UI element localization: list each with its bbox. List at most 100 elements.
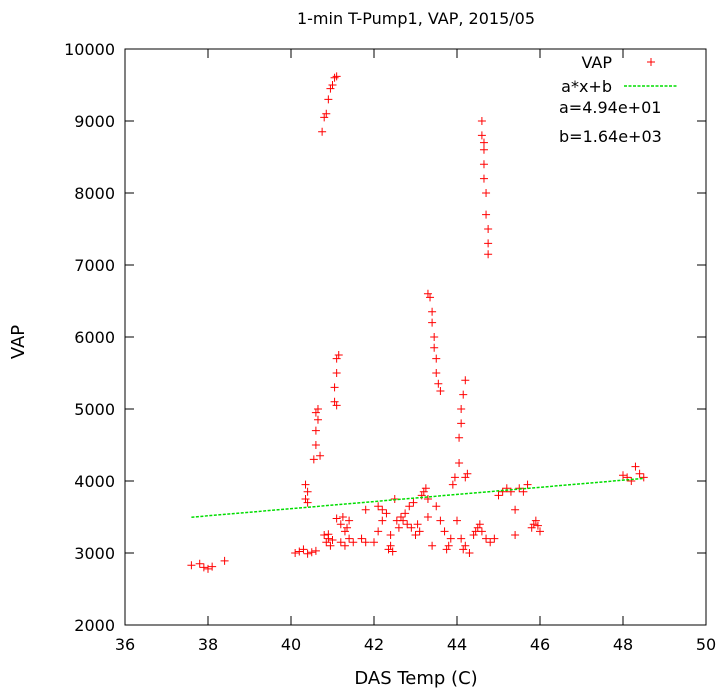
fit-line-path: [191, 477, 644, 518]
data-point: [639, 473, 648, 482]
data-point: [311, 426, 320, 435]
data-point: [311, 408, 320, 417]
data-point: [343, 523, 352, 532]
data-point: [301, 480, 310, 489]
y-tick-label: 9000: [74, 112, 115, 131]
data-point: [631, 462, 640, 471]
data-point: [459, 390, 468, 399]
legend-label-fit: a*x+b: [561, 77, 612, 96]
data-point: [430, 333, 439, 341]
data-point: [419, 487, 428, 496]
data-point: [450, 473, 459, 482]
y-axis-label: VAP: [8, 325, 29, 359]
data-point: [322, 109, 331, 118]
data-point: [627, 477, 636, 485]
data-point: [311, 546, 320, 555]
data-point: [428, 541, 437, 550]
data-point: [461, 473, 470, 482]
data-point: [482, 189, 491, 197]
data-point: [511, 531, 520, 539]
y-tick-label: 6000: [74, 328, 115, 347]
data-point: [345, 534, 354, 543]
annotation-b: b=1.64e+03: [559, 127, 662, 146]
x-tick-label: 36: [115, 635, 135, 654]
data-point: [484, 225, 493, 233]
data-point: [407, 523, 416, 532]
data-point: [378, 516, 387, 525]
data-point: [442, 545, 451, 554]
data-point: [459, 545, 468, 554]
data-point: [357, 534, 366, 543]
data-point: [374, 502, 383, 511]
data-point: [332, 369, 341, 377]
data-point: [461, 376, 470, 385]
data-point: [477, 117, 486, 125]
data-point: [303, 549, 312, 558]
data-point: [453, 516, 461, 525]
data-point: [307, 548, 316, 557]
y-tick-label: 10000: [64, 40, 115, 59]
data-point: [635, 469, 644, 478]
data-point: [345, 516, 354, 525]
data-point: [479, 160, 488, 169]
x-axis-label: DAS Temp (C): [354, 668, 477, 689]
data-point: [536, 527, 544, 536]
data-point: [457, 419, 466, 428]
data-point: [484, 239, 493, 248]
data-point: [299, 545, 308, 554]
data-point: [432, 354, 441, 363]
data-point: [421, 484, 430, 493]
legend-plus-marker: [647, 58, 655, 66]
data-point: [619, 471, 627, 480]
data-point: [415, 527, 424, 536]
data-point: [511, 505, 520, 514]
data-point: [187, 561, 196, 570]
data-point: [430, 343, 439, 352]
data-point: [457, 534, 466, 543]
data-point: [313, 405, 322, 413]
legend-marker-vap: [647, 58, 655, 66]
data-point: [332, 514, 341, 523]
data-point: [475, 520, 484, 529]
data-point: [405, 502, 414, 511]
data-point: [469, 531, 478, 539]
data-point: [318, 127, 327, 136]
data-point: [482, 210, 491, 219]
data-point: [322, 538, 331, 547]
data-point: [390, 495, 399, 503]
data-point: [396, 513, 405, 521]
x-axis: 36 38 40 42 44 46 48 50: [115, 49, 716, 654]
data-point: [349, 538, 358, 547]
data-point: [361, 505, 370, 514]
data-point: [324, 530, 333, 539]
y-axis: 2000 3000 4000 5000 6000 7000 8000 9000 10000: [64, 40, 706, 635]
chart-title: 1-min T-Pump1, VAP, 2015/05: [297, 9, 535, 28]
data-point: [465, 549, 474, 557]
data-point: [446, 534, 455, 543]
data-point: [378, 505, 387, 514]
data-point: [479, 174, 488, 183]
data-point: [527, 523, 536, 532]
data-point: [523, 480, 532, 489]
data-point: [423, 513, 432, 521]
data-point: [479, 145, 488, 154]
data-point: [328, 81, 337, 89]
data-point: [394, 523, 403, 532]
data-point: [486, 538, 495, 547]
data-point: [208, 562, 217, 571]
data-point: [403, 520, 412, 529]
data-point: [502, 484, 511, 493]
data-point: [332, 401, 341, 410]
data-point: [320, 113, 329, 122]
data-point: [303, 498, 312, 507]
data-point: [195, 559, 204, 568]
data-point: [334, 351, 343, 359]
x-tick-label: 44: [447, 635, 467, 654]
data-point: [411, 531, 420, 539]
data-point: [457, 405, 466, 413]
data-point: [361, 538, 370, 547]
data-point: [413, 520, 422, 529]
data-point: [455, 433, 464, 442]
data-point: [309, 455, 318, 464]
data-point: [506, 487, 515, 496]
